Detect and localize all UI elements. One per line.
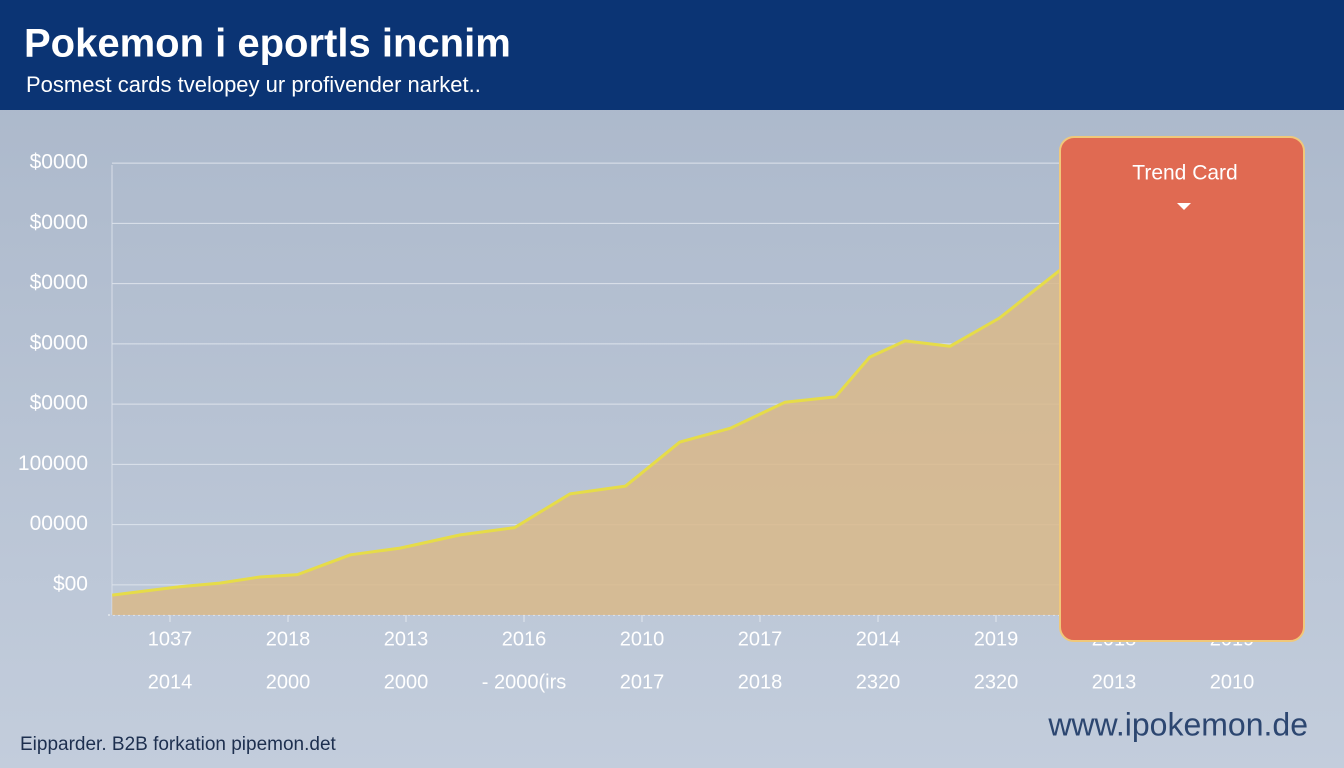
chart-title: Pokemon i eportls incnim xyxy=(24,22,511,66)
card-title: Trend Card xyxy=(1132,162,1237,185)
y-tick-label: 100000 xyxy=(18,452,88,475)
header xyxy=(0,0,1344,110)
y-tick-label: 00000 xyxy=(30,512,88,535)
x-tick-label: 2019 xyxy=(974,628,1019,650)
y-tick-label: $0000 xyxy=(30,211,88,234)
x-tick-label: 2018 xyxy=(266,628,311,650)
y-tick-label: $0000 xyxy=(30,331,88,354)
x-tick-sublabel: 2010 xyxy=(1210,671,1255,693)
x-tick-label: 2017 xyxy=(738,628,783,650)
x-tick-label: 2014 xyxy=(856,628,901,650)
x-tick-label: 2010 xyxy=(620,628,665,650)
x-tick-sublabel: 2320 xyxy=(856,671,901,693)
x-tick-sublabel: 2320 xyxy=(974,671,1019,693)
y-tick-label: $00 xyxy=(53,572,88,595)
x-tick-sublabel: 2018 xyxy=(738,671,783,693)
footer-left: Eippardеr. B2B forkation pipemon.det xyxy=(20,734,337,755)
y-tick-label: $0000 xyxy=(30,151,88,174)
x-tick-label: 1037 xyxy=(148,628,193,650)
card-arrow[interactable] xyxy=(1177,203,1191,210)
trend-card[interactable] xyxy=(1059,136,1305,642)
x-tick-sublabel: - 2000(irs xyxy=(482,671,566,693)
x-tick-sublabel: 2000 xyxy=(266,671,311,693)
x-tick-sublabel: 2013 xyxy=(1092,671,1137,693)
line xyxy=(112,269,1061,597)
x-tick-label: 2013 xyxy=(384,628,429,650)
y-tick-label: $0000 xyxy=(30,392,88,415)
x-tick-sublabel: 2000 xyxy=(384,671,429,693)
chart-subtitle: Posmest cards tvelopey ur profivender na… xyxy=(26,72,481,97)
x-tick-sublabel: 2014 xyxy=(148,671,193,693)
x-tick-sublabel: 2017 xyxy=(620,671,665,693)
x-tick-labels: 1037 2014 2018 2000 2013 2000 2016 - 2000(irs 20… xyxy=(148,628,1255,693)
area xyxy=(112,270,1060,615)
y-tick-label: $0000 xyxy=(30,271,88,294)
footer-right: www.ipokemon.de xyxy=(1047,706,1308,742)
x-tick-label: 2016 xyxy=(502,628,547,650)
